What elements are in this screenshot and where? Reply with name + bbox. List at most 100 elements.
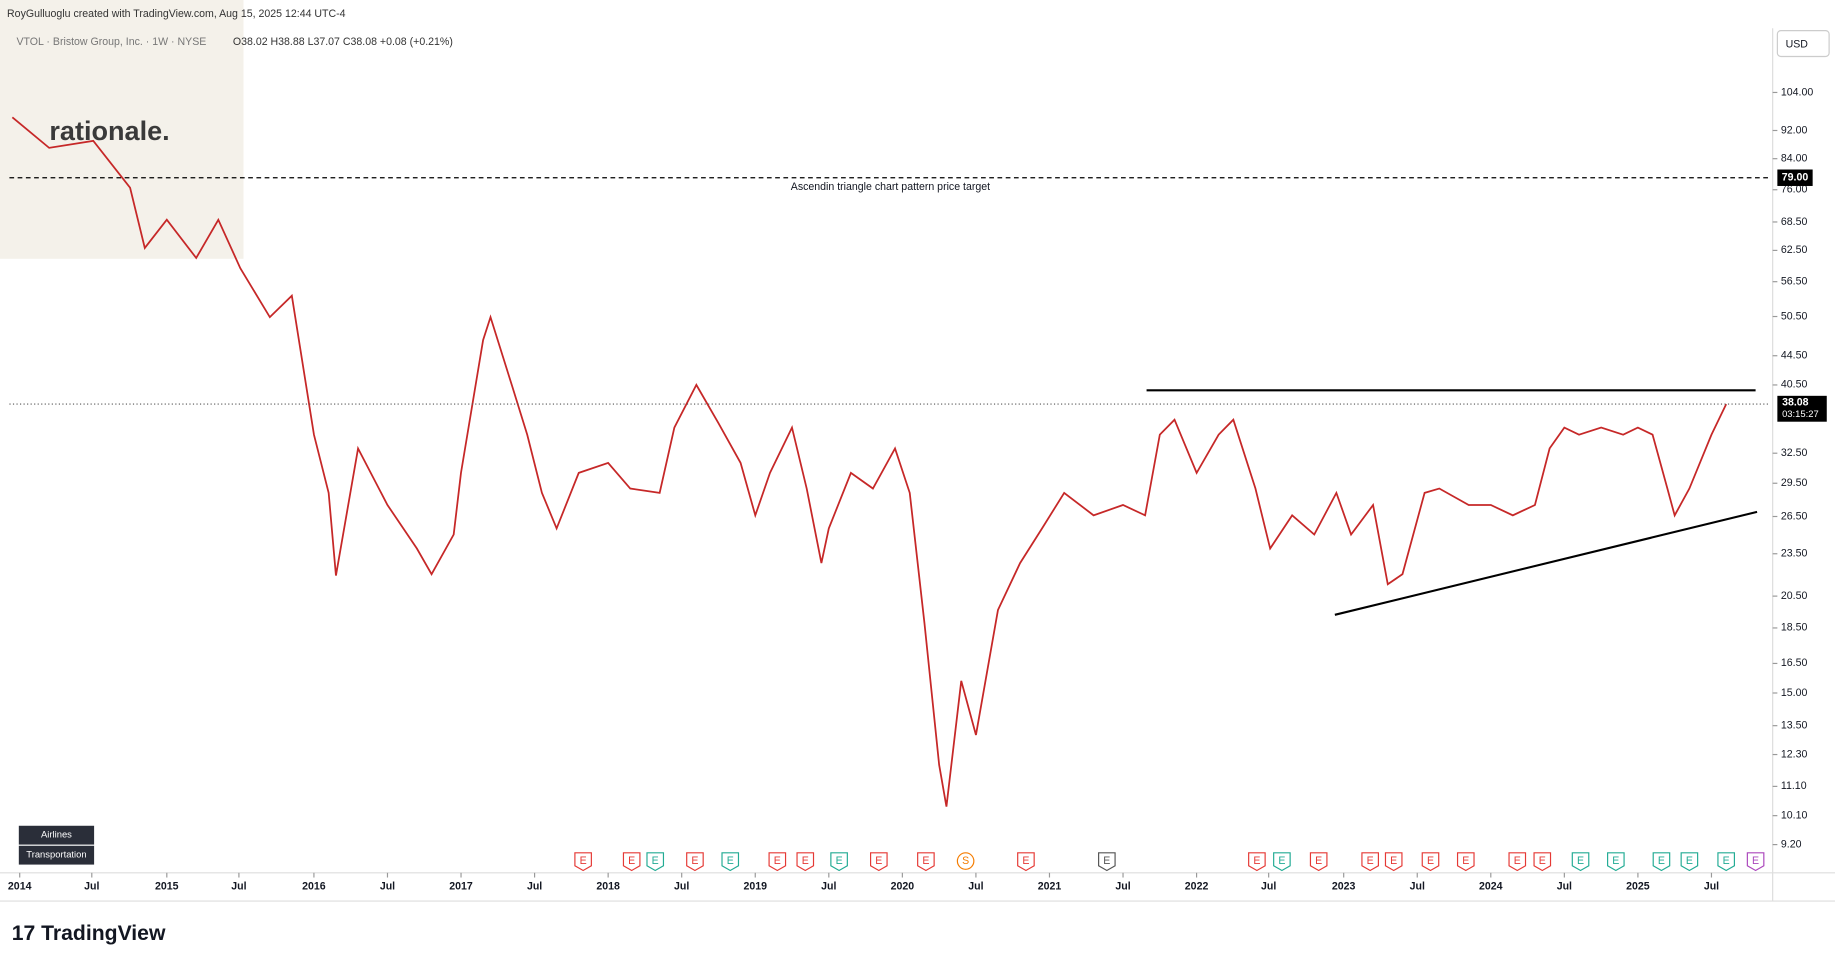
y-tick-label: 104.00 xyxy=(1781,86,1813,98)
event-marker[interactable] xyxy=(956,852,975,870)
x-tick-label: Jul xyxy=(674,881,689,893)
event-marker[interactable] xyxy=(1017,852,1035,872)
currency-box[interactable] xyxy=(1776,30,1830,58)
event-marker[interactable] xyxy=(721,852,740,872)
event-marker[interactable] xyxy=(917,852,935,872)
x-tick-label: 2017 xyxy=(449,881,473,893)
event-label[interactable]: E xyxy=(1658,855,1665,867)
event-marker[interactable] xyxy=(830,852,848,872)
event-marker[interactable] xyxy=(1607,852,1625,872)
event-label[interactable]: S xyxy=(962,855,969,867)
ohlc: O38.02 H38.88 L37.07 C38.08 +0.08 (+0.21… xyxy=(233,36,453,48)
brand: 17 TradingView xyxy=(12,922,166,945)
x-tick-label: Jul xyxy=(527,881,542,893)
x-tick-label: Jul xyxy=(1115,881,1130,893)
currency[interactable]: USD xyxy=(1786,39,1809,51)
event-marker[interactable] xyxy=(1273,852,1291,872)
event-label[interactable]: E xyxy=(652,855,659,867)
y-tick-label: 23.50 xyxy=(1781,548,1808,560)
event-label[interactable]: E xyxy=(922,855,929,867)
x-tick-label: 2021 xyxy=(1038,881,1062,893)
price-line xyxy=(11,116,1727,807)
event-label[interactable]: E xyxy=(1462,855,1469,867)
event-marker[interactable] xyxy=(870,852,888,872)
x-tick-label: Jul xyxy=(1557,881,1572,893)
event-marker[interactable] xyxy=(1652,852,1671,872)
x-tick-label: 2016 xyxy=(302,881,326,893)
event-marker[interactable] xyxy=(1746,852,1765,872)
event-marker[interactable] xyxy=(622,852,641,872)
x-tick-label: 2025 xyxy=(1626,881,1650,893)
event-label[interactable]: E xyxy=(1103,855,1110,867)
event-marker[interactable] xyxy=(1533,852,1552,872)
tag xyxy=(18,825,95,845)
countdown: 03:15:27 xyxy=(1782,408,1819,419)
event-label[interactable]: E xyxy=(1612,855,1619,867)
event-marker[interactable] xyxy=(646,852,665,872)
y-tick-label: 68.50 xyxy=(1781,216,1808,228)
event-marker[interactable] xyxy=(1571,852,1590,872)
event-label[interactable]: E xyxy=(802,855,809,867)
x-tick-label: Jul xyxy=(380,881,395,893)
event-marker[interactable] xyxy=(1456,852,1475,872)
x-tick-label: Jul xyxy=(821,881,836,893)
event-label[interactable]: E xyxy=(1278,855,1285,867)
credit: RoyGulluoglu created with TradingView.co… xyxy=(7,8,346,20)
x-tick-label: 2023 xyxy=(1332,881,1356,893)
event-label[interactable]: E xyxy=(875,855,882,867)
watermark: rationale. xyxy=(49,116,169,146)
target-tag xyxy=(1777,169,1813,186)
event-label[interactable]: E xyxy=(1253,855,1260,867)
event-marker[interactable] xyxy=(768,852,787,872)
y-tick-label: 32.50 xyxy=(1781,447,1808,459)
event-label[interactable]: E xyxy=(1686,855,1693,867)
event-label[interactable]: E xyxy=(774,855,781,867)
event-label[interactable]: E xyxy=(1367,855,1374,867)
last-price-label: 38.08 xyxy=(1782,397,1809,409)
event-label[interactable]: E xyxy=(836,855,843,867)
y-tick-label: 56.50 xyxy=(1781,275,1808,287)
event-label[interactable]: E xyxy=(1390,855,1397,867)
x-tick-label: Jul xyxy=(231,881,246,893)
target-text: Ascendin triangle chart pattern price ta… xyxy=(791,181,990,193)
y-tick-label: 44.50 xyxy=(1781,350,1808,362)
y-tick-label: 26.50 xyxy=(1781,510,1808,522)
event-marker[interactable] xyxy=(1098,852,1116,872)
y-tick-label: 11.10 xyxy=(1781,780,1807,792)
event-marker[interactable] xyxy=(1309,852,1328,872)
event-marker[interactable] xyxy=(1384,852,1403,872)
event-marker[interactable] xyxy=(1361,852,1379,872)
event-label[interactable]: E xyxy=(691,855,698,867)
x-tick-label: 2015 xyxy=(155,881,179,893)
event-label[interactable]: E xyxy=(1514,855,1521,867)
y-tick-label: 9.20 xyxy=(1781,838,1802,850)
event-marker[interactable] xyxy=(1508,852,1527,872)
event-marker[interactable] xyxy=(1248,852,1266,872)
event-marker[interactable] xyxy=(1421,852,1440,872)
event-marker[interactable] xyxy=(1680,852,1699,872)
event-label[interactable]: E xyxy=(1315,855,1322,867)
event-marker[interactable] xyxy=(686,852,704,872)
event-label[interactable]: E xyxy=(628,855,635,867)
event-marker[interactable] xyxy=(796,852,815,872)
event-label[interactable]: E xyxy=(1022,855,1029,867)
tag xyxy=(18,845,95,865)
y-tick-label: 12.30 xyxy=(1781,748,1808,760)
event-label[interactable]: E xyxy=(1539,855,1546,867)
event-label[interactable]: E xyxy=(1577,855,1584,867)
event-label[interactable]: E xyxy=(1723,855,1730,867)
event-label[interactable]: E xyxy=(727,855,734,867)
event-marker[interactable] xyxy=(574,852,592,872)
event-label[interactable]: E xyxy=(1427,855,1434,867)
event-label[interactable]: E xyxy=(1752,855,1759,867)
x-tick-label: 2018 xyxy=(596,881,620,893)
event-marker[interactable] xyxy=(1717,852,1735,872)
x-tick-label: 2024 xyxy=(1479,881,1503,893)
y-tick-label: 15.00 xyxy=(1781,687,1808,699)
x-tick-label: Jul xyxy=(1704,881,1719,893)
event-label[interactable]: E xyxy=(580,855,587,867)
symbol: VTOL · Bristow Group, Inc. · 1W · NYSE xyxy=(16,36,206,48)
brand-name: TradingView xyxy=(41,922,166,945)
x-tick-label: Jul xyxy=(1261,881,1276,893)
